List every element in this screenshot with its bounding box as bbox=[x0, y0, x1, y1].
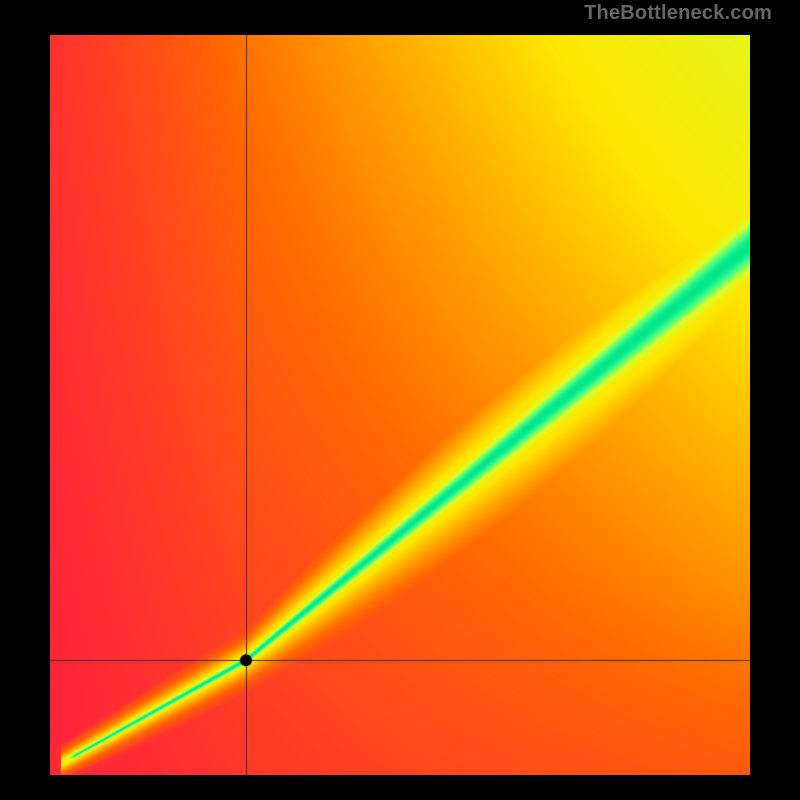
bottleneck-heatmap bbox=[50, 35, 750, 775]
chart-container bbox=[20, 25, 780, 785]
watermark-text: TheBottleneck.com bbox=[20, 0, 780, 25]
